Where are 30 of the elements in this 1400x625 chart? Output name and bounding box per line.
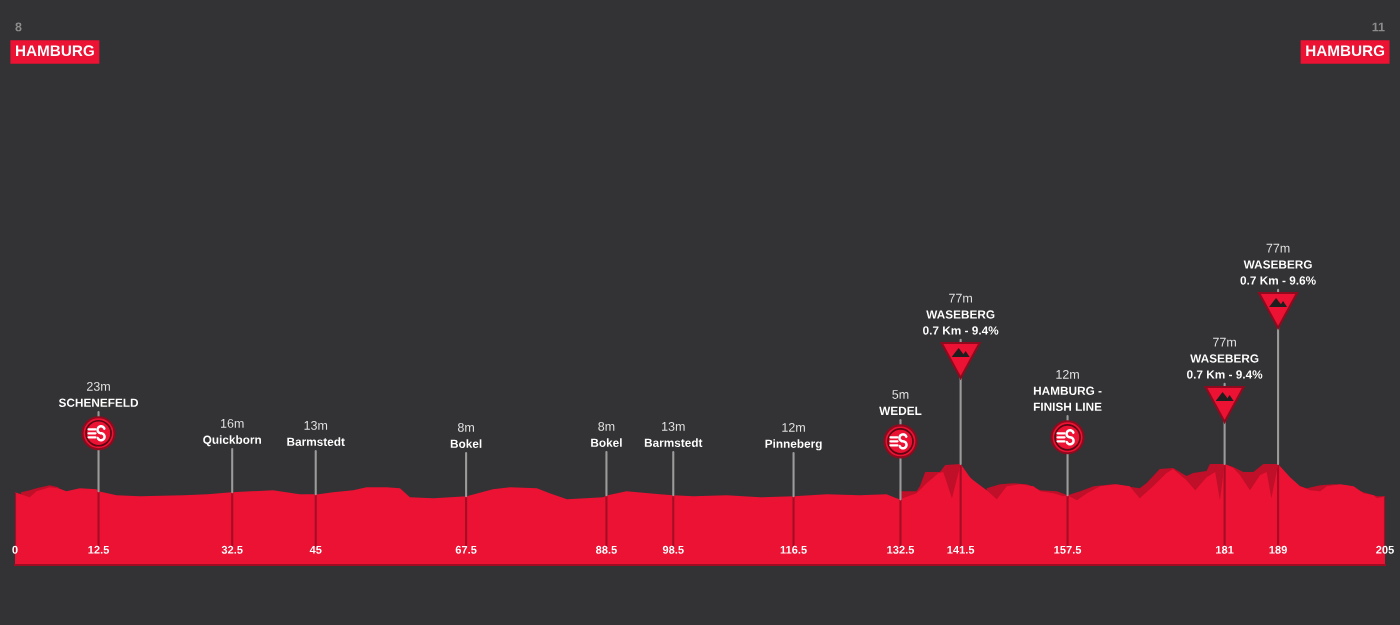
annotation: 12m Pinneberg [765, 423, 822, 451]
text: HAMBURG [16, 45, 94, 57]
x-tick-label: 132.5 [887, 545, 915, 554]
annotation: 12m HAMBURG - FINISH LINE [1033, 369, 1102, 411]
annotation: 23m SCHENEFELD [58, 381, 139, 407]
x-tick-label: 205 [1376, 545, 1394, 554]
x-tick-label: 116.5 [780, 545, 807, 554]
annotation: 77m WASEBERG 0.7 Km - 9.4% [1187, 337, 1263, 379]
x-tick-label: 88.5 [595, 545, 617, 554]
annotation: 8m Bokel [591, 421, 622, 447]
x-tick-label: 157.5 [1054, 545, 1082, 554]
annotation: 8m Bokel [450, 423, 482, 448]
annotation: 13m Barmstedt [287, 420, 345, 446]
x-tick-label: 12.5 [88, 545, 110, 554]
annotation: 5m WEDEL [879, 390, 922, 415]
annotation: 77m WASEBERG 0.7 Km - 9.6% [1240, 243, 1316, 285]
x-tick-label: 141.5 [947, 545, 975, 554]
annotation: 13m Barmstedt [644, 421, 703, 447]
x-tick-label: 98.5 [662, 545, 684, 554]
x-tick-label: 189 [1269, 545, 1287, 554]
x-tick-label: 32.5 [221, 545, 243, 554]
x-tick-label: 0 [12, 545, 18, 554]
x-tick-label: 45 [309, 545, 322, 554]
x-tick-label: 181 [1216, 545, 1234, 554]
annotation: 16m Quickborn [203, 418, 261, 447]
x-tick-label: 67.5 [455, 545, 477, 554]
text: 11 [1372, 22, 1385, 32]
text: 8 [15, 22, 22, 32]
annotation: 77m WASEBERG 0.7 Km - 9.4% [923, 293, 999, 335]
text: HAMBURG [1306, 45, 1385, 57]
